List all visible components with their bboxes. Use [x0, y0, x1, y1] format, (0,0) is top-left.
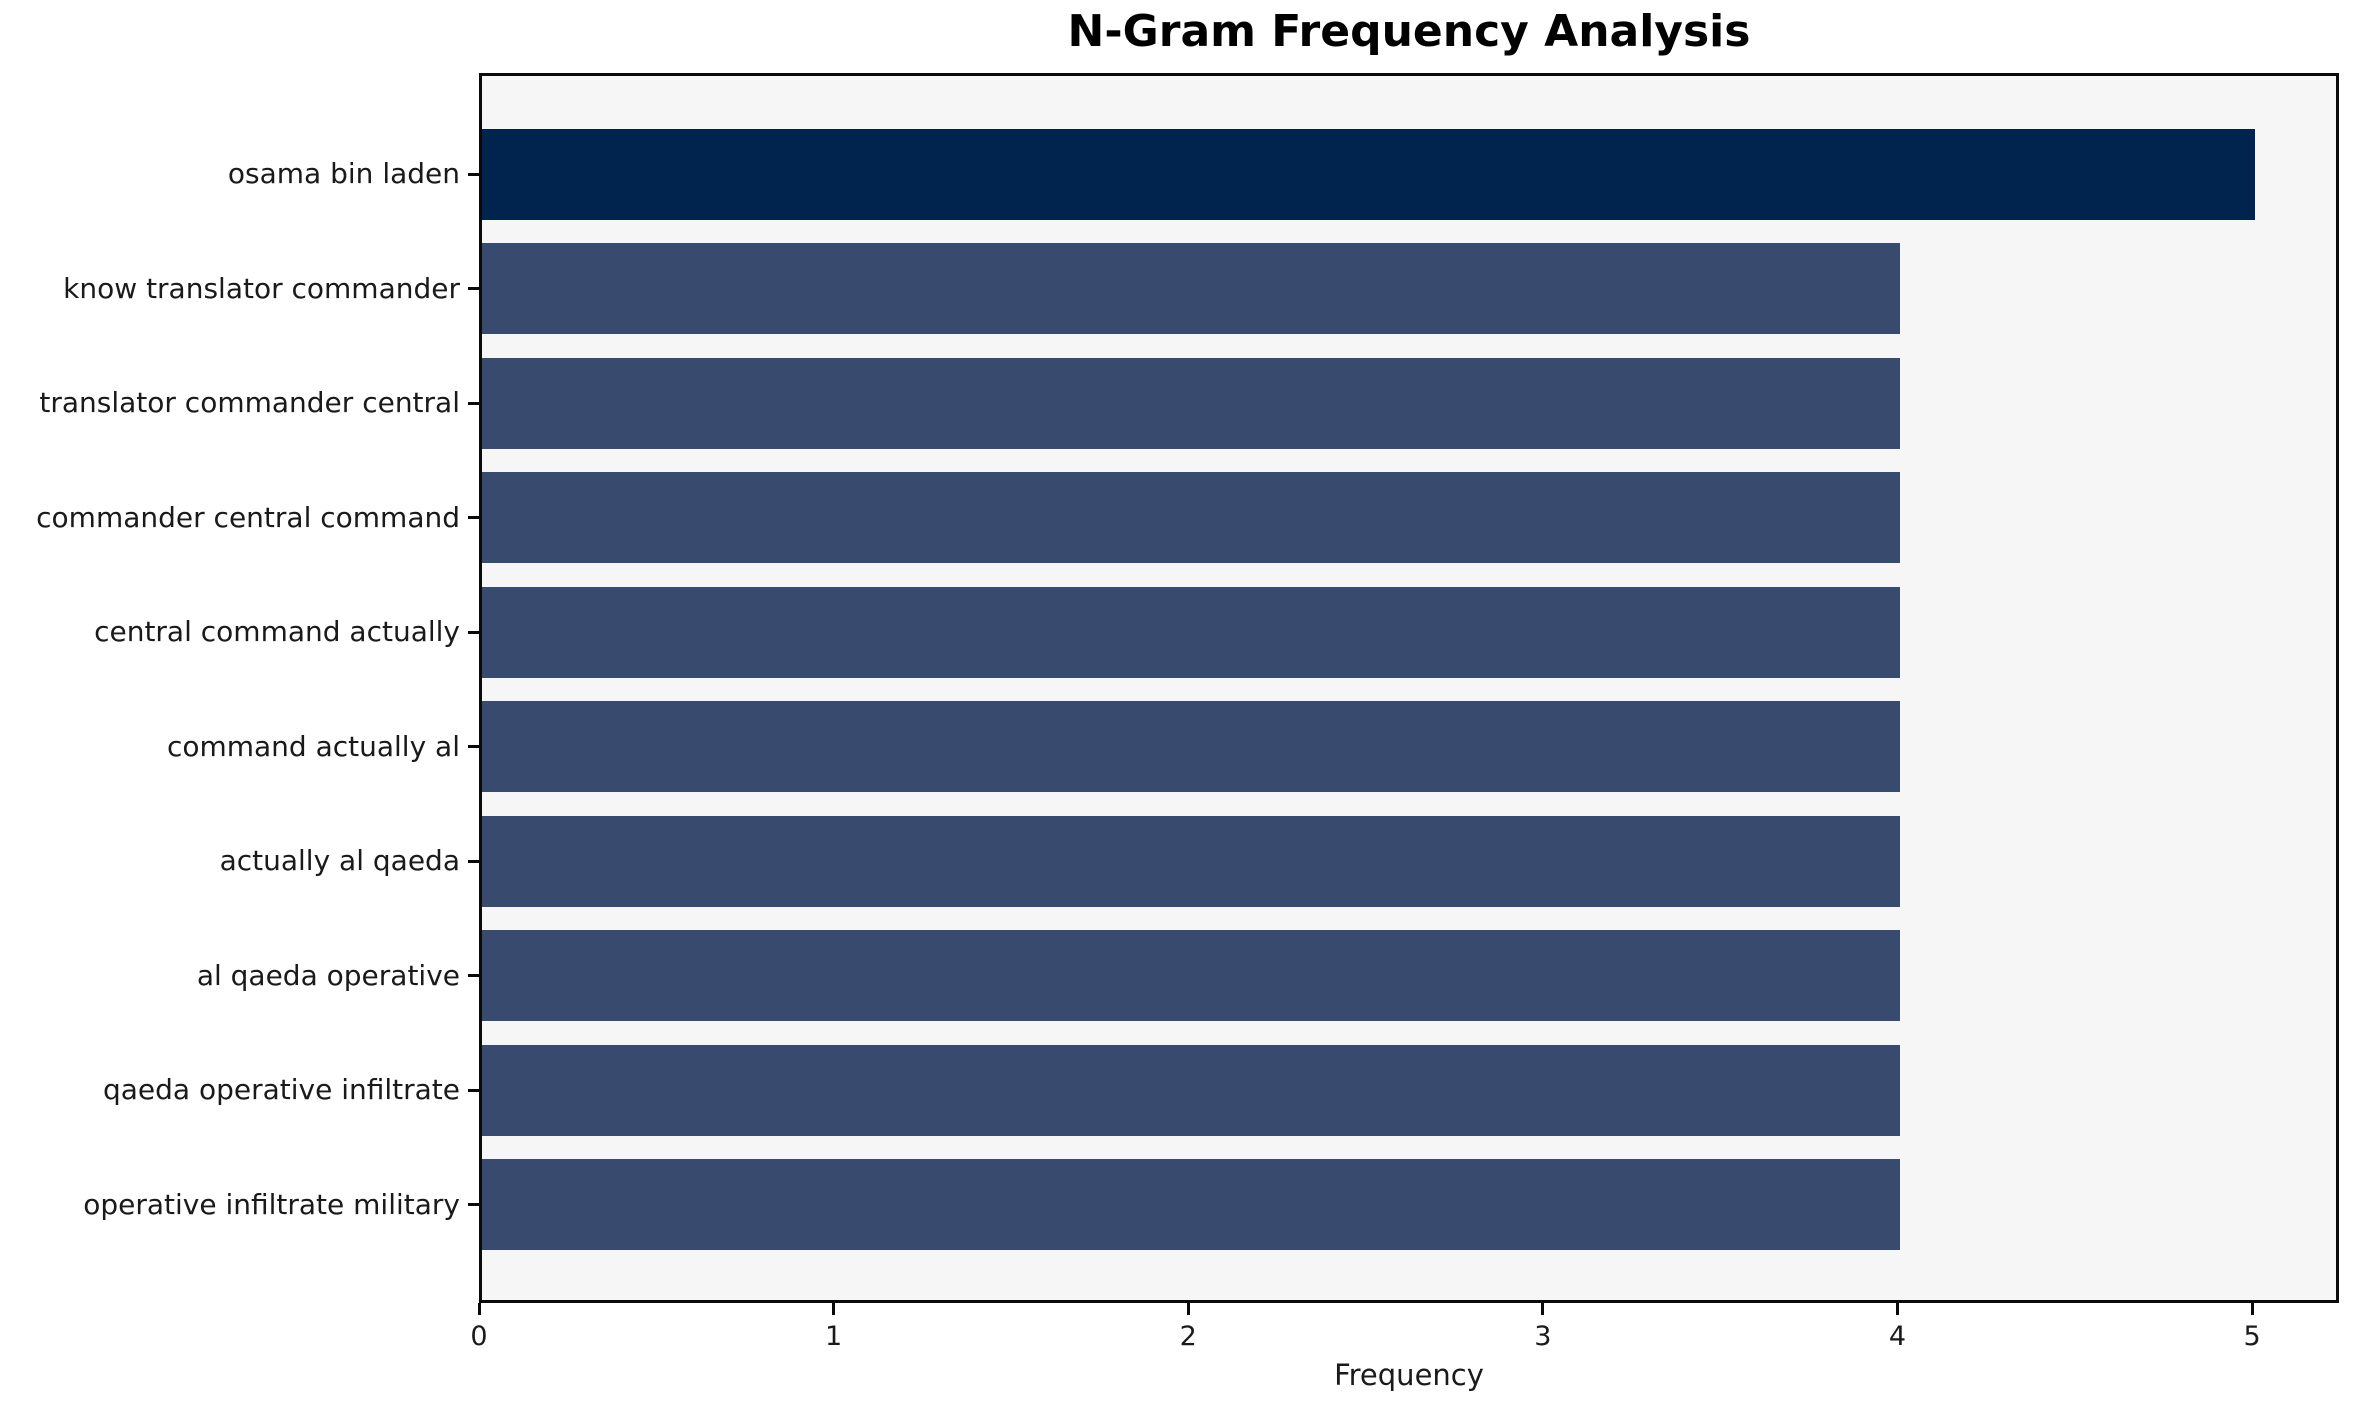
- y-tick-mark: [468, 745, 479, 749]
- x-tick-mark: [477, 1303, 481, 1315]
- x-tick-mark: [832, 1303, 836, 1315]
- bar: [482, 930, 1901, 1022]
- y-tick-label: osama bin laden: [227, 157, 460, 190]
- x-tick-label: 3: [1534, 1321, 1552, 1352]
- y-tick-label: commander central command: [36, 500, 460, 534]
- bar: [482, 1159, 1901, 1251]
- bar: [482, 815, 1901, 907]
- y-tick-label: command actually al: [166, 729, 460, 763]
- y-tick-mark: [468, 1088, 479, 1092]
- bar: [482, 357, 1901, 449]
- y-tick-mark: [468, 859, 479, 863]
- y-tick-mark: [468, 1203, 479, 1207]
- bar: [482, 243, 1901, 335]
- x-tick-mark: [1895, 1303, 1899, 1315]
- bar: [482, 586, 1901, 678]
- y-tick-label: central command actually: [94, 615, 460, 649]
- y-tick-label: qaeda operative infiltrate: [102, 1073, 460, 1107]
- x-tick-label: 4: [1888, 1321, 1907, 1352]
- bar: [482, 701, 1901, 793]
- y-tick-label: actually al qaeda: [219, 844, 460, 878]
- x-tick-label: 5: [2243, 1321, 2261, 1352]
- x-tick-mark: [1541, 1303, 1545, 1315]
- y-tick-label: know translator commander: [63, 271, 460, 305]
- y-tick-label: translator commander central: [39, 386, 460, 420]
- y-tick-mark: [468, 287, 479, 291]
- x-tick-label: 0: [470, 1321, 488, 1352]
- bar: [482, 1044, 1901, 1136]
- bar: [482, 472, 1901, 564]
- y-tick-mark: [468, 401, 479, 405]
- bar: [482, 128, 2256, 220]
- y-tick-mark: [468, 172, 479, 176]
- x-tick-label: 2: [1179, 1321, 1197, 1352]
- y-tick-mark: [468, 974, 479, 978]
- y-tick-mark: [468, 630, 479, 634]
- y-tick-label: al qaeda operative: [196, 958, 460, 992]
- x-tick-mark: [2250, 1303, 2254, 1315]
- y-tick-mark: [468, 516, 479, 520]
- x-tick-mark: [1186, 1303, 1190, 1315]
- y-tick-label: operative infiltrate military: [83, 1187, 460, 1221]
- chart-title: N-Gram Frequency Analysis: [1067, 6, 1751, 57]
- x-tick-label: 1: [825, 1321, 843, 1352]
- x-axis-title: Frequency: [1334, 1358, 1484, 1392]
